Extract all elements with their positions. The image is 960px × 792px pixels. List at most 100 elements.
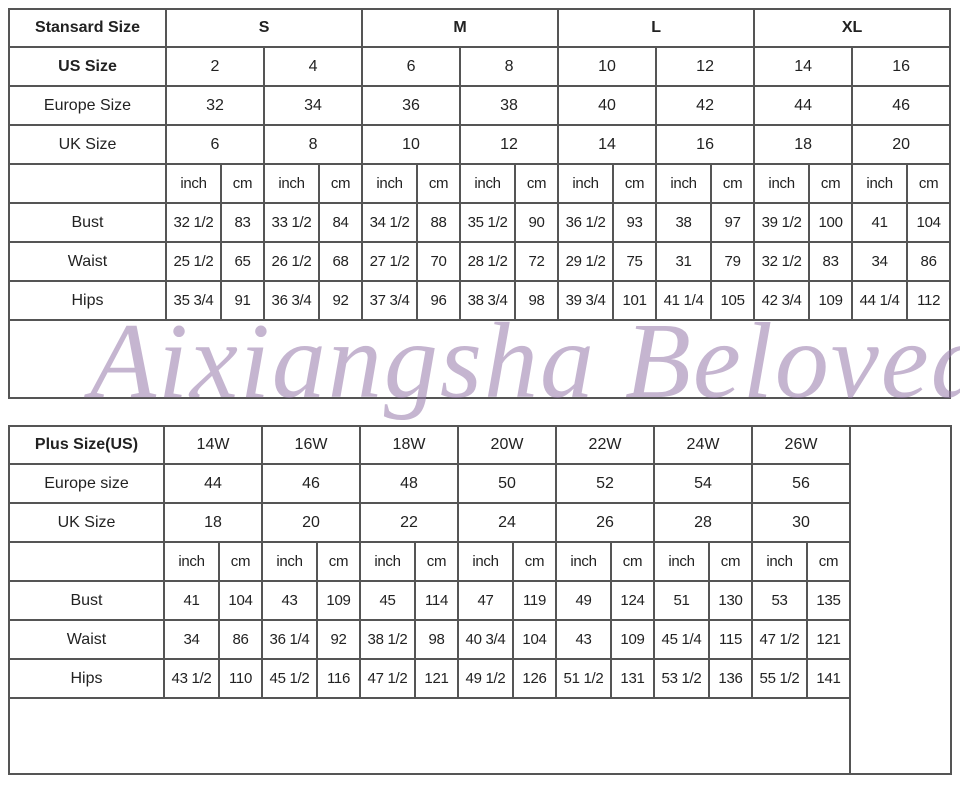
size-cell: 42 xyxy=(655,85,756,126)
size-cell: 39 1/2 xyxy=(753,202,811,243)
size-cell: 25 1/2 xyxy=(165,241,222,282)
size-cell: 38 xyxy=(655,202,713,243)
row-label: Bust xyxy=(8,580,165,621)
size-cell: 46 xyxy=(851,85,952,126)
size-cell: 43 1/2 xyxy=(163,658,220,699)
size-cell: 40 xyxy=(557,85,658,126)
header-label: Stansard Size xyxy=(8,8,167,48)
size-cell: cm xyxy=(414,541,459,582)
size-row: Bust 41 104 43 109 45 114 47 119 49 124 51 130 53 135 xyxy=(8,580,951,621)
size-cell: 68 xyxy=(317,241,364,282)
size-header: 18W xyxy=(359,425,459,465)
size-cell: 75 xyxy=(612,241,658,282)
header-label: Plus Size(US) xyxy=(8,425,165,465)
size-cell: cm xyxy=(220,163,265,204)
size-cell: 53 xyxy=(751,580,808,621)
row-label: Europe size xyxy=(8,463,165,504)
size-cell: 32 1/2 xyxy=(753,241,811,282)
size-cell: 46 xyxy=(261,463,361,504)
size-row: US Size 2 4 6 8 10 12 14 16 xyxy=(8,46,952,87)
size-row: Waist 25 1/2 65 26 1/2 68 27 1/2 70 28 1/2 72 29 … xyxy=(8,241,952,282)
size-cell: 20 xyxy=(851,124,952,165)
size-cell: inch xyxy=(359,541,416,582)
size-row: Hips 35 3/4 91 36 3/4 92 37 3/4 96 38 3/4 98 39 3… xyxy=(8,280,952,321)
size-header: M xyxy=(361,8,560,48)
size-cell: 112 xyxy=(906,280,952,321)
size-cell: 20 xyxy=(261,502,361,543)
size-cell: 26 xyxy=(555,502,655,543)
size-cell: 101 xyxy=(612,280,658,321)
size-cell: 44 xyxy=(163,463,263,504)
size-cell: 37 3/4 xyxy=(361,280,419,321)
size-cell: 48 xyxy=(359,463,459,504)
size-cell: 92 xyxy=(316,619,361,660)
row-label: Hips xyxy=(8,280,167,321)
size-cell: cm xyxy=(806,541,851,582)
size-cell: 55 1/2 xyxy=(751,658,808,699)
size-cell: 79 xyxy=(710,241,756,282)
size-cell: inch xyxy=(457,541,514,582)
size-cell: cm xyxy=(808,163,854,204)
row-label: Waist xyxy=(8,619,165,660)
size-cell: cm xyxy=(512,541,557,582)
size-cell: 29 1/2 xyxy=(557,241,615,282)
size-cell: 14 xyxy=(557,124,658,165)
size-cell: 35 1/2 xyxy=(459,202,517,243)
size-cell: 72 xyxy=(514,241,560,282)
size-cell: 8 xyxy=(459,46,560,87)
size-cell: inch xyxy=(655,163,713,204)
size-cell: cm xyxy=(708,541,753,582)
size-row: UK Size 6 8 10 12 14 16 18 20 xyxy=(8,124,952,165)
empty-row xyxy=(7,319,952,399)
size-cell: 93 xyxy=(612,202,658,243)
size-cell: 36 1/4 xyxy=(261,619,318,660)
size-cell: 115 xyxy=(708,619,753,660)
size-cell: 44 xyxy=(753,85,854,126)
size-cell: 98 xyxy=(514,280,560,321)
size-cell: 24 xyxy=(457,502,557,543)
size-cell: inch xyxy=(751,541,808,582)
size-cell: 14 xyxy=(753,46,854,87)
size-cell: inch xyxy=(263,163,320,204)
size-cell: 131 xyxy=(610,658,655,699)
size-cell: 6 xyxy=(361,46,462,87)
size-cell: cm xyxy=(710,163,756,204)
size-cell: 2 xyxy=(165,46,265,87)
size-cell: 109 xyxy=(808,280,854,321)
size-cell: 47 1/2 xyxy=(359,658,416,699)
size-cell: inch xyxy=(361,163,419,204)
size-cell: 45 xyxy=(359,580,416,621)
size-cell: 36 3/4 xyxy=(263,280,320,321)
size-cell: 49 xyxy=(555,580,612,621)
size-cell: 16 xyxy=(851,46,952,87)
size-cell: 100 xyxy=(808,202,854,243)
row-label xyxy=(8,163,167,204)
size-cell: 86 xyxy=(906,241,952,282)
size-header: 14W xyxy=(163,425,263,465)
size-cell: 136 xyxy=(708,658,753,699)
size-cell: 114 xyxy=(414,580,459,621)
size-cell: 36 xyxy=(361,85,462,126)
size-cell: 50 xyxy=(457,463,557,504)
size-cell: 54 xyxy=(653,463,753,504)
size-cell: 32 1/2 xyxy=(165,202,222,243)
size-cell: 10 xyxy=(361,124,462,165)
size-cell: inch xyxy=(261,541,318,582)
size-cell: 40 3/4 xyxy=(457,619,514,660)
size-cell: cm xyxy=(906,163,952,204)
size-cell: 121 xyxy=(414,658,459,699)
size-cell: 96 xyxy=(416,280,462,321)
size-header: 16W xyxy=(261,425,361,465)
size-cell: 41 1/4 xyxy=(655,280,713,321)
size-cell: 83 xyxy=(808,241,854,282)
size-cell: 47 xyxy=(457,580,514,621)
size-cell: 116 xyxy=(316,658,361,699)
size-cell: 105 xyxy=(710,280,756,321)
size-cell: 110 xyxy=(218,658,263,699)
size-cell: inch xyxy=(555,541,612,582)
size-header: 24W xyxy=(653,425,753,465)
row-label: Waist xyxy=(8,241,167,282)
size-cell: 109 xyxy=(610,619,655,660)
size-row: inch cm inch cm inch cm inch cm inch cm inch cm inch… xyxy=(8,541,951,582)
